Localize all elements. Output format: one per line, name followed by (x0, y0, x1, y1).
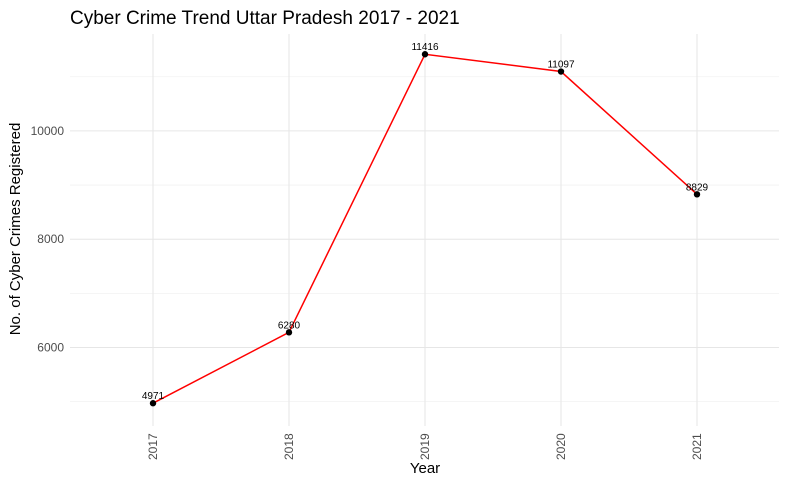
x-tick-label: 2017 (146, 433, 160, 460)
y-axis-title: No. of Cyber Crimes Registered (7, 123, 24, 336)
data-label: 4971 (142, 391, 165, 402)
x-tick-label: 2018 (282, 433, 296, 460)
chart-title: Cyber Crime Trend Uttar Pradesh 2017 - 2… (70, 8, 460, 29)
data-point (421, 51, 429, 58)
data-labels: 4971 6280 11416 11097 8829 (142, 42, 709, 402)
x-tick-label: 2019 (418, 433, 432, 460)
data-point (557, 68, 565, 75)
x-tick-labels: 2017 2018 2019 2020 2021 (146, 433, 704, 460)
y-tick-label: 8000 (37, 232, 64, 246)
data-label: 6280 (278, 320, 301, 331)
data-point (693, 191, 701, 198)
x-axis-title: Year (410, 460, 440, 477)
grid (70, 34, 779, 426)
y-tick-labels: 6000 8000 10000 (31, 124, 65, 355)
data-label: 8829 (686, 182, 709, 193)
data-point (285, 329, 293, 336)
data-label: 11097 (547, 60, 575, 71)
data-label: 11416 (411, 42, 439, 53)
x-tick-label: 2020 (554, 433, 568, 460)
y-tick-label: 6000 (37, 340, 64, 354)
y-tick-label: 10000 (31, 124, 65, 138)
x-tick-label: 2021 (690, 433, 704, 460)
data-point (149, 400, 157, 407)
data-points (149, 51, 701, 407)
